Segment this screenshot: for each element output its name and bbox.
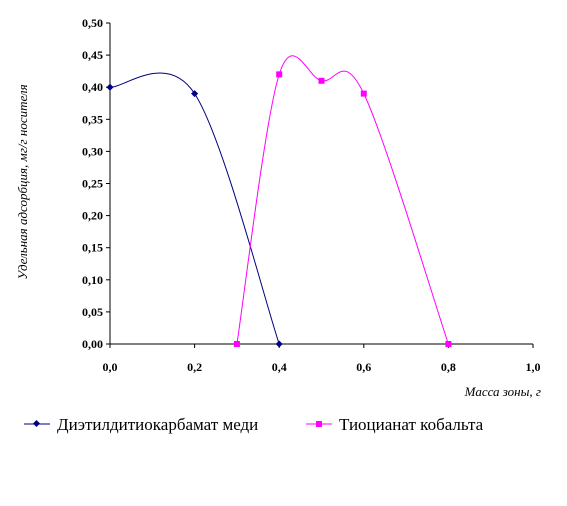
data-point [191, 90, 199, 98]
legend: Диэтилдитиокарбамат меди Тиоцианат кобал… [24, 415, 484, 434]
y-axis-title: Удельная адсорбция, мг/г носителя [15, 84, 30, 279]
y-tick-label: 0,15 [82, 241, 103, 255]
tick-labels: 0,00 0,05 0,10 0,15 0,20 0,25 0,30 0,35 0,40 0,45… [82, 16, 541, 374]
y-tick-label: 0,05 [82, 305, 103, 319]
y-tick-label: 0,30 [82, 144, 103, 158]
legend-item-series-2: Тиоцианат кобальта [306, 415, 484, 434]
data-point [106, 83, 114, 91]
y-tick-label: 0,45 [82, 48, 103, 62]
y-tick-label: 0,00 [82, 337, 103, 351]
data-point [275, 340, 283, 348]
x-tick-label: 0,6 [356, 360, 371, 374]
series-line-1 [109, 72, 280, 345]
data-point [445, 341, 452, 347]
axes [106, 22, 534, 348]
legend-label-series-2: Тиоцианат кобальта [339, 415, 484, 434]
x-tick-label: 0,8 [441, 360, 456, 374]
y-tick-label: 0,10 [82, 273, 103, 287]
data-point [276, 71, 283, 78]
y-tick-label: 0,50 [82, 16, 103, 30]
x-axis-title: Масса зоны, г [464, 384, 541, 399]
y-tick-label: 0,40 [82, 80, 103, 94]
x-tick-label: 0,4 [272, 360, 287, 374]
x-tick-label: 0,2 [187, 360, 202, 374]
y-tick-label: 0,20 [82, 209, 103, 223]
x-tick-label: 0,0 [103, 360, 118, 374]
data-point [233, 341, 240, 347]
data-point [318, 77, 325, 84]
legend-marker-series-1 [32, 419, 41, 428]
series-layer [106, 55, 452, 348]
y-tick-label: 0,35 [82, 112, 103, 126]
legend-label-series-1: Диэтилдитиокарбамат меди [57, 415, 258, 434]
legend-marker-series-2 [316, 421, 322, 427]
y-tick-label: 0,25 [82, 177, 103, 191]
series-line-2 [236, 55, 449, 345]
data-point [360, 90, 367, 97]
x-tick-label: 1,0 [526, 360, 541, 374]
legend-item-series-1: Диэтилдитиокарбамат меди [24, 415, 258, 434]
